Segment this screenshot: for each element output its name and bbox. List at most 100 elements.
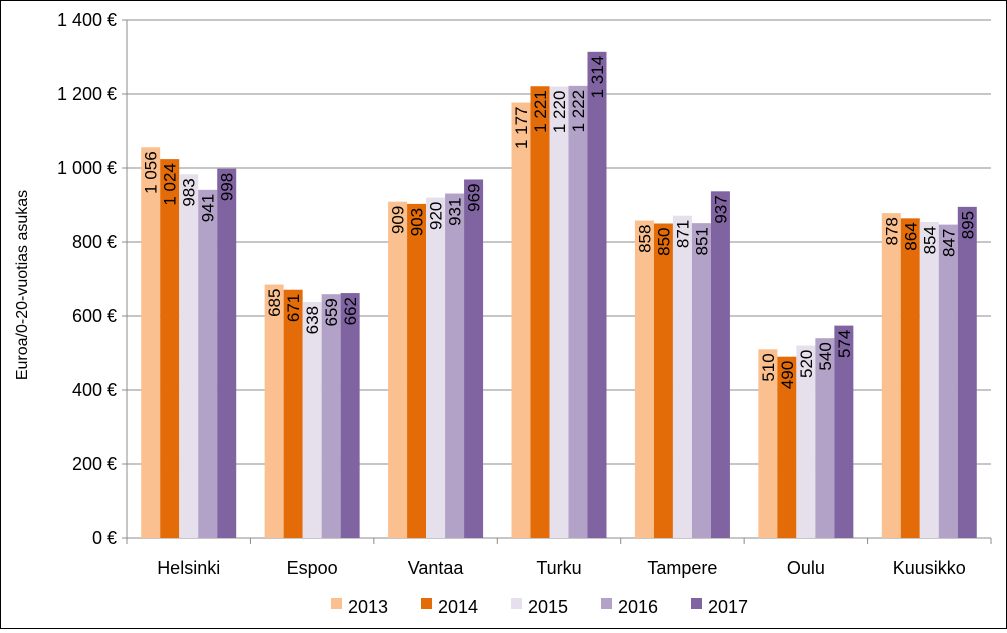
bar-2014-tampere [653, 223, 673, 538]
bar-2015-oulu [796, 345, 816, 538]
x-tick-label: Tampere [647, 558, 717, 578]
data-label: 1 222 [569, 90, 588, 133]
legend-label-2015: 2015 [528, 597, 568, 617]
bar-2015-espoo [302, 301, 322, 538]
bar-2013-oulu [758, 349, 778, 538]
legend: 2013 2014 2015 2016 2017 [331, 597, 748, 617]
data-label: 909 [389, 206, 408, 234]
bar-2014-kuusikko [900, 218, 920, 538]
data-label: 1 221 [531, 90, 550, 133]
legend-swatch-2017 [691, 598, 702, 609]
y-tick-label: 1 200 € [57, 84, 117, 104]
bar-2017-espoo [340, 293, 360, 538]
bar-2016-oulu [815, 338, 835, 538]
legend-swatch-2016 [601, 598, 612, 609]
bar-2017-turku [587, 51, 607, 538]
x-tick-label: Kuusikko [893, 558, 966, 578]
bar-2016-kuusikko [938, 224, 958, 539]
bar-2014-turku [530, 86, 550, 538]
bar-2013-turku [511, 102, 531, 538]
data-label: 662 [341, 297, 360, 325]
data-label: 854 [920, 226, 939, 254]
y-tick-label: 1 400 € [57, 10, 117, 30]
bar-2015-vantaa [426, 197, 446, 538]
bar-2015-turku [549, 86, 569, 538]
x-tick-label: Helsinki [157, 558, 220, 578]
y-tick-label: 200 € [72, 454, 117, 474]
data-label: 969 [465, 183, 484, 211]
y-tick-label: 400 € [72, 380, 117, 400]
bar-2015-tampere [672, 215, 692, 539]
data-label: 937 [711, 195, 730, 223]
legend-label-2013: 2013 [348, 597, 388, 617]
bar-2013-kuusikko [881, 213, 901, 538]
y-tick-label: 0 € [92, 528, 117, 548]
data-label: 851 [692, 227, 711, 255]
bar-2014-oulu [777, 356, 797, 538]
bar-2013-tampere [634, 220, 654, 539]
bar-2016-helsinki [198, 189, 218, 538]
y-tick-label: 800 € [72, 232, 117, 252]
data-label: 920 [427, 202, 446, 230]
y-axis-title: Euroa/0-20-vuotias asukas [14, 190, 31, 380]
data-label: 659 [322, 298, 341, 326]
x-tick-label: Turku [536, 558, 581, 578]
data-label: 1 056 [142, 151, 161, 194]
x-tick-label: Espoo [287, 558, 338, 578]
data-label: 520 [797, 350, 816, 378]
data-label: 1 314 [588, 56, 607, 99]
data-label: 941 [199, 194, 218, 222]
bar-2016-tampere [691, 223, 711, 538]
bar-2016-turku [568, 85, 588, 539]
legend-swatch-2013 [331, 598, 342, 609]
x-tick-label: Vantaa [408, 558, 465, 578]
data-label: 998 [218, 173, 237, 201]
axes: 0 € 200 € 400 € 600 € 800 € 1 000 € 1 200 € 1 4… [57, 10, 992, 578]
data-label: 1 024 [161, 163, 180, 206]
data-label: 490 [778, 361, 797, 389]
y-tick-label: 600 € [72, 306, 117, 326]
bar-2013-vantaa [388, 201, 408, 539]
data-label: 871 [673, 220, 692, 248]
bar-2017-oulu [834, 325, 854, 538]
data-label: 540 [816, 342, 835, 370]
legend-swatch-2015 [511, 598, 522, 609]
data-label: 671 [284, 294, 303, 322]
bar-2017-vantaa [464, 179, 484, 538]
legend-label-2017: 2017 [708, 597, 748, 617]
bar-2013-helsinki [141, 147, 161, 538]
data-label: 685 [265, 289, 284, 317]
bar-2016-espoo [321, 294, 341, 538]
data-label: 878 [882, 217, 901, 245]
data-label: 858 [635, 225, 654, 253]
data-label: 847 [939, 229, 958, 257]
bar-2014-helsinki [160, 159, 180, 538]
data-label: 931 [446, 198, 465, 226]
bar-2015-helsinki [179, 174, 199, 539]
data-label: 1 220 [550, 91, 569, 134]
y-tick-label: 1 000 € [57, 158, 117, 178]
bar-2017-tampere [710, 191, 730, 538]
data-label: 895 [958, 211, 977, 239]
data-label: 983 [180, 178, 199, 206]
data-label: 903 [408, 208, 427, 236]
x-tick-label: Oulu [787, 558, 825, 578]
legend-label-2014: 2014 [438, 597, 478, 617]
data-label: 638 [303, 306, 322, 334]
bar-2014-vantaa [407, 203, 427, 538]
data-label: 574 [835, 330, 854, 358]
legend-swatch-2014 [421, 598, 432, 609]
bar-2013-espoo [264, 284, 284, 538]
legend-label-2016: 2016 [618, 597, 658, 617]
data-label: 1 177 [512, 107, 531, 150]
bar-2015-kuusikko [919, 222, 939, 538]
data-label: 510 [759, 353, 778, 381]
bars [141, 51, 977, 539]
bar-2016-vantaa [445, 193, 465, 538]
data-label: 850 [654, 228, 673, 256]
bar-2014-espoo [283, 289, 303, 538]
bar-2017-kuusikko [957, 206, 977, 538]
